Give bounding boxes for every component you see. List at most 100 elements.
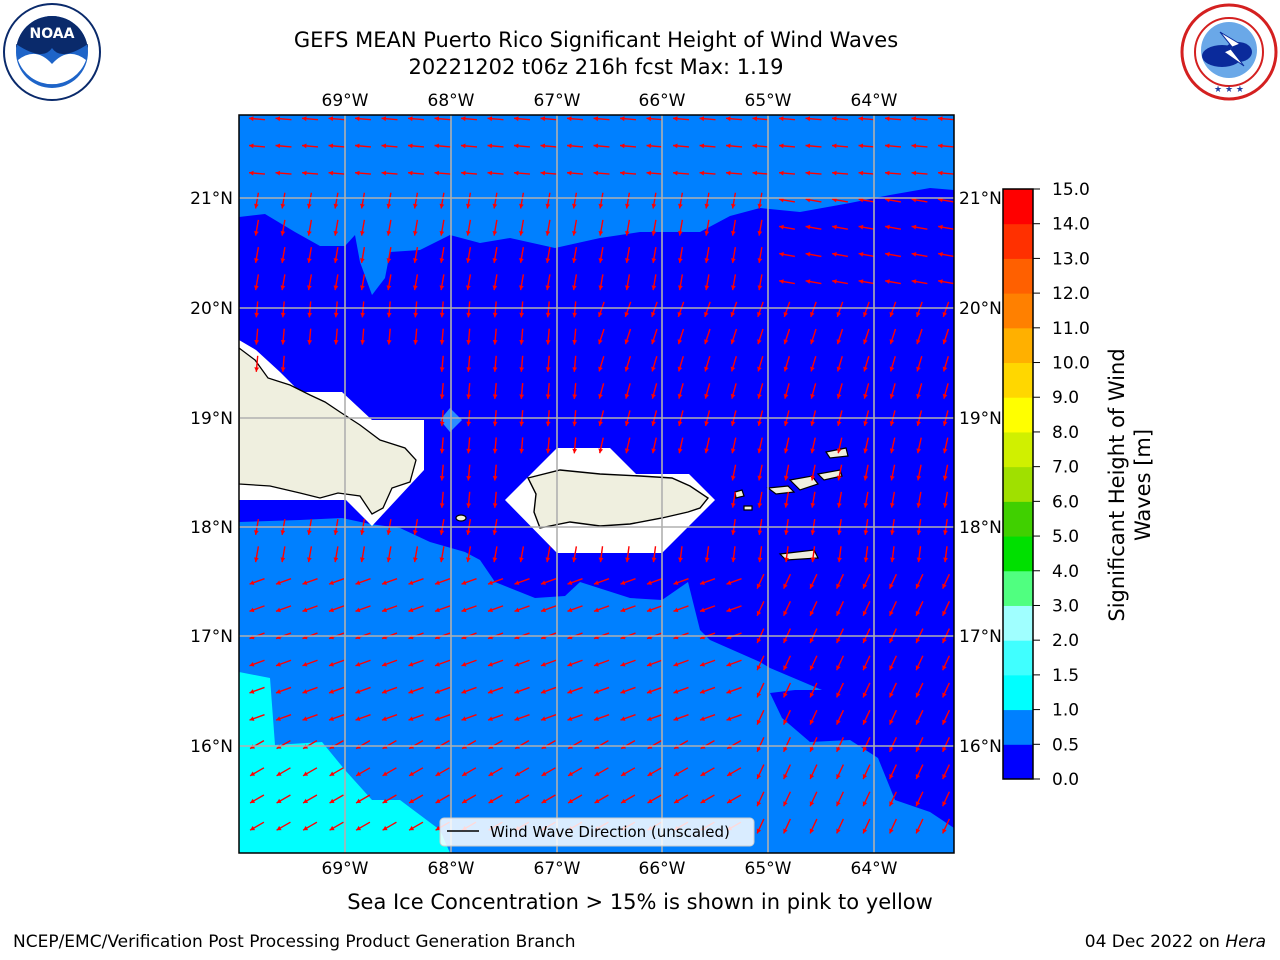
lat-tick-left-20: 20°N	[190, 299, 233, 319]
wind-arrow	[863, 491, 869, 508]
wind-arrow	[594, 767, 609, 777]
wind-arrow	[884, 116, 902, 122]
wind-arrow	[328, 170, 345, 176]
wind-arrow	[835, 601, 845, 617]
wind-arrow	[514, 767, 530, 777]
wind-arrow	[699, 116, 716, 122]
wind-arrow	[672, 170, 690, 176]
wind-arrow	[731, 274, 737, 291]
wind-arrow	[673, 794, 689, 804]
wind-arrow	[757, 301, 764, 318]
wind-arrow	[778, 279, 796, 285]
wind-arrow	[276, 821, 291, 831]
wind-arrow	[700, 794, 715, 804]
wind-arrow	[916, 355, 923, 372]
wind-arrow	[888, 737, 898, 753]
wind-arrow	[915, 709, 924, 725]
wind-arrow	[915, 655, 924, 671]
wind-arrow	[408, 714, 424, 721]
wind-arrow	[890, 546, 895, 563]
wind-arrow	[381, 116, 398, 122]
wind-arrow	[439, 546, 445, 563]
wind-arrow	[513, 170, 531, 176]
chart-subtitle-forecast: 20221202 t06z 216h fcst Max: 1.19	[408, 55, 784, 79]
wind-arrow	[673, 714, 689, 721]
wind-arrow	[836, 464, 843, 481]
wind-arrow	[620, 686, 636, 694]
wind-arrow	[646, 659, 663, 667]
wind-arrow	[413, 328, 419, 345]
wind-arrow	[413, 219, 419, 236]
wind-arrow	[673, 686, 689, 694]
wind-arrow	[333, 246, 339, 264]
wind-arrow	[593, 686, 610, 694]
wind-arrow	[254, 301, 260, 318]
wind-arrow	[540, 659, 557, 667]
wind-arrow	[782, 709, 792, 725]
wind-arrow	[461, 714, 477, 721]
wind-arrow	[911, 252, 928, 258]
national-weather-service-logo: ★ ★ ★	[1180, 3, 1278, 101]
wind-arrow	[572, 192, 578, 209]
wind-arrow	[513, 143, 531, 149]
wind-arrow	[625, 274, 631, 291]
lon-tick-top-69: 69°W	[322, 91, 369, 111]
wind-arrow	[572, 301, 578, 318]
wind-arrow	[567, 714, 583, 721]
wind-arrow	[835, 655, 845, 671]
wind-arrow	[624, 301, 632, 318]
wind-arrow	[519, 382, 525, 400]
wind-arrow	[302, 605, 318, 613]
wind-arrow	[862, 655, 871, 671]
colorbar-tick-label: 12.0	[1052, 284, 1090, 304]
colorbar-tick-label: 15.0	[1052, 180, 1090, 200]
wind-arrow	[752, 143, 769, 149]
lon-tick-top-68: 68°W	[428, 91, 475, 111]
footer-date-text: 04 Dec 2022 on	[1084, 932, 1226, 952]
wind-arrow	[810, 383, 817, 399]
wind-arrow	[699, 143, 716, 149]
wind-arrow	[541, 794, 556, 804]
wind-arrow	[726, 605, 742, 613]
wind-arrow	[809, 709, 818, 725]
colorbar-band-3	[1003, 640, 1033, 676]
wind-arrow	[726, 794, 742, 804]
wind-arrow	[752, 170, 769, 176]
wind-arrow	[593, 116, 610, 122]
wind-arrow	[386, 274, 392, 291]
wind-arrow	[836, 383, 843, 399]
wind-arrow	[805, 224, 822, 230]
wind-arrow	[280, 274, 286, 291]
wind-arrow	[492, 546, 498, 563]
virgin-islands	[734, 447, 849, 561]
wind-arrow	[408, 794, 424, 804]
wind-arrow	[386, 546, 392, 563]
wind-arrow	[620, 767, 636, 777]
wind-arrow	[726, 714, 742, 721]
wind-arrow	[731, 192, 737, 209]
lon-tick-bottom-68: 68°W	[428, 859, 475, 879]
wind-arrow	[625, 546, 630, 563]
wind-arrow	[620, 578, 636, 585]
wind-arrow	[911, 279, 928, 285]
wind-arrow	[540, 714, 557, 721]
wind-arrow	[863, 383, 870, 399]
wind-arrow	[673, 578, 689, 585]
wind-arrow	[275, 116, 292, 122]
wind-arrow	[439, 301, 445, 318]
wind-arrow	[328, 605, 345, 613]
colorbar-band-0	[1003, 744, 1033, 780]
wind-arrow	[647, 767, 662, 777]
lat-tick-right-16: 16°N	[959, 737, 1002, 757]
wind-arrow	[784, 546, 789, 563]
wind-arrow	[915, 737, 924, 753]
wind-arrow	[381, 686, 398, 694]
wind-arrow	[439, 274, 445, 291]
wind-arrow	[862, 818, 871, 834]
wind-arrow	[434, 116, 451, 122]
wind-arrow	[937, 252, 954, 258]
wind-arrow	[466, 192, 472, 209]
wind-arrow	[407, 170, 425, 176]
colorbar-band-11	[1003, 362, 1033, 398]
wind-arrow	[302, 767, 318, 777]
